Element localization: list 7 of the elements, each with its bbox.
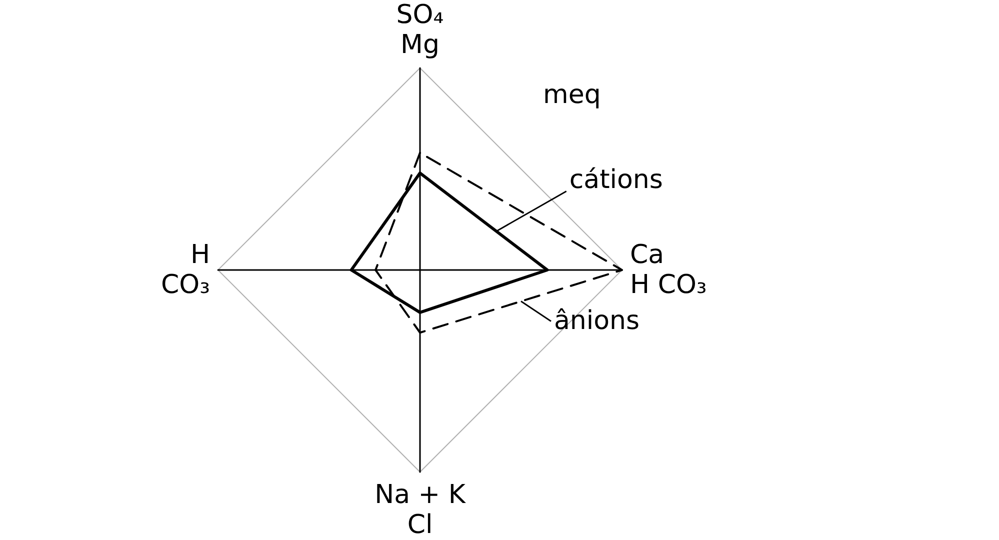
spoke-label: Na + K Cl: [374, 480, 466, 540]
legend-label: ânions: [554, 306, 640, 336]
text: meq: [543, 80, 601, 110]
spoke-label: Ca H CO₃: [630, 240, 707, 300]
spoke-label: H CO₃: [160, 240, 210, 300]
spoke-label: SO₄ Mg: [396, 0, 444, 60]
text: cátions: [569, 165, 663, 196]
